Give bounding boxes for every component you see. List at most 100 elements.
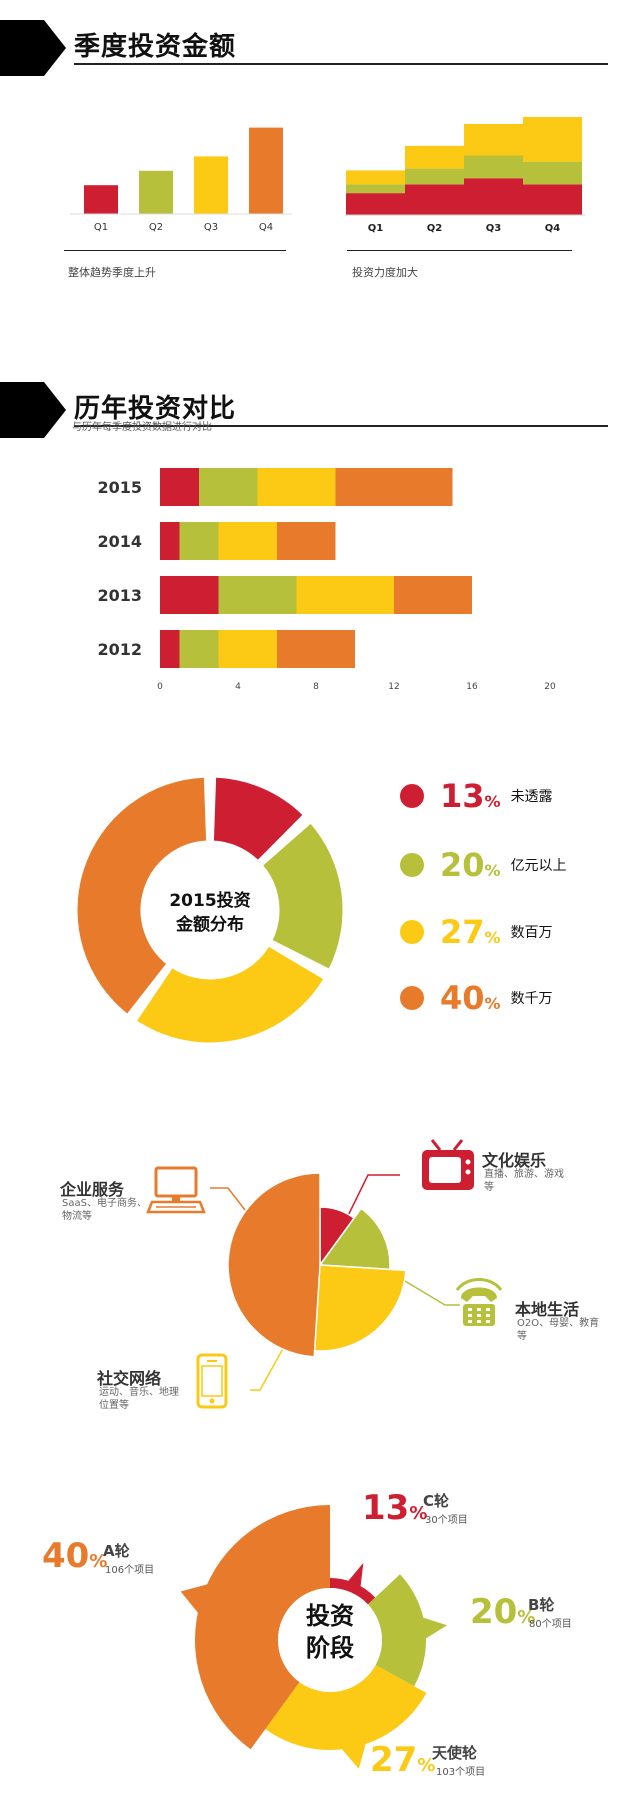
smartphone-icon [196,1353,228,1409]
section-title: 历年投资对比 [74,394,237,424]
donut-slice [132,942,328,1046]
donut-center-line2: 金额分布 [175,914,244,935]
legend-item: 40% 数千万 [400,978,553,1018]
stacked-bar-segment [523,184,582,215]
stage-donut-slice [330,1578,376,1605]
stage-name-a: A轮 [103,1542,130,1560]
category-title-local: 本地生活 [515,1300,580,1319]
x-tick-label: Q1 [368,223,384,234]
stage-donut-slice [265,1665,427,1750]
legend-value: 13% [440,777,501,815]
x-tick-label: 16 [466,682,478,692]
stage-pct-angel: 27% [370,1740,436,1780]
x-tick-label: 0 [157,682,163,692]
legend-item: 20% 亿元以上 [400,845,567,885]
x-tick-label: 4 [235,682,241,692]
legend-dot [400,920,424,944]
stacked-bar-segment [464,178,523,215]
stacked-bar-segment [405,145,464,169]
stage-pct-c: 13% [362,1488,428,1528]
y-tick-label: 2014 [97,532,142,551]
connector-line [210,1187,246,1211]
pie-slice [313,1264,407,1352]
stage-name-angel: 天使轮 [432,1744,478,1762]
stage-count-angel: 103个项目 [436,1767,486,1778]
hbar-segment [218,630,277,668]
stage-pct-b: 20% [470,1592,536,1632]
stacked-bar-segment [523,117,582,162]
tv-icon [422,1139,474,1190]
hbar-segment [277,630,355,668]
bar [194,156,228,214]
stage-donut-slice [195,1505,330,1750]
connector-line [250,1344,286,1391]
quarterly-bar-chart: Q1 Q2 Q3 Q4 [70,127,292,233]
stage-center-line2: 阶段 [306,1634,354,1662]
x-tick-label: Q3 [204,222,218,233]
donut-slice [74,774,210,1018]
stage-name-c: C轮 [423,1492,450,1510]
category-title-enterprise: 企业服务 [60,1180,125,1199]
stacked-bar-segment [523,161,582,185]
hbar-segment [160,522,180,560]
legend-item: 13% 未透露 [400,776,553,816]
hbar-segment [257,468,336,506]
stacked-bar-segment [346,184,405,194]
category-desc-social: 运动、音乐、地理位置等 [99,1387,179,1411]
y-tick-label: 2012 [97,640,142,659]
x-tick-label: Q2 [149,222,163,233]
hbar-segment [179,522,219,560]
hbar-segment [160,468,199,506]
x-tick-label: 8 [313,682,319,692]
hbar-segment [218,576,297,614]
stage-pointer [340,1741,367,1769]
connector-line [339,1174,400,1233]
bar [249,127,283,214]
bar [139,170,173,214]
hbar-segment [160,630,180,668]
section-tab-marker [0,382,66,438]
section-header-quarterly: 季度投资金额 [0,20,640,80]
hbar-segment [277,522,336,560]
hbar-segment [199,468,258,506]
stage-count-b: 80个项目 [529,1619,572,1630]
stage-pct-a: 40% [42,1536,108,1576]
stacked-bar-segment [346,170,405,185]
legend-label: 数千万 [510,991,553,1007]
section-title-underline [74,425,608,427]
category-desc-culture: 直播、旅游、游戏等 [484,1169,564,1193]
pie-slice [227,1172,321,1358]
connector-line [389,1271,460,1306]
stage-name-b: B轮 [528,1596,555,1614]
x-tick-label: Q4 [259,222,273,233]
stacked-bar-segment [405,184,464,215]
section-title-underline [74,63,608,65]
caption-divider-right [347,250,572,251]
section-subtitle: 与历年每季度投资数据进行对比 [72,422,212,433]
investment-distribution-donut: 2015投资 金额分布 [74,774,346,1046]
category-title-culture: 文化娱乐 [482,1151,547,1170]
caption-left: 整体趋势季度上升 [68,266,156,279]
legend-value: 40% [440,979,501,1017]
legend-dot [400,853,424,877]
legend-label: 未透露 [510,789,553,805]
hbar-segment [160,576,219,614]
caption-divider-left [64,250,286,251]
legend-label: 数百万 [510,925,553,941]
stacked-bar-segment [464,155,523,179]
investment-stage-donut: 投资 阶段 [180,1505,448,1769]
legend-value: 20% [440,846,501,884]
hbar-segment [394,576,472,614]
donut-slice [210,774,307,864]
stage-donut-hole [278,1588,382,1692]
stage-center-line1: 投资 [306,1602,354,1630]
stage-pointer [346,1562,364,1589]
x-tick-label: 12 [388,682,399,692]
caption-right: 投资力度加大 [352,266,418,279]
stage-pointer [421,1616,448,1640]
stage-count-c: 30个项目 [425,1515,468,1526]
section-title: 季度投资金额 [74,32,237,62]
bar [84,185,118,214]
section-header-yearly: 历年投资对比 [0,382,640,442]
legend-dot [400,784,424,808]
